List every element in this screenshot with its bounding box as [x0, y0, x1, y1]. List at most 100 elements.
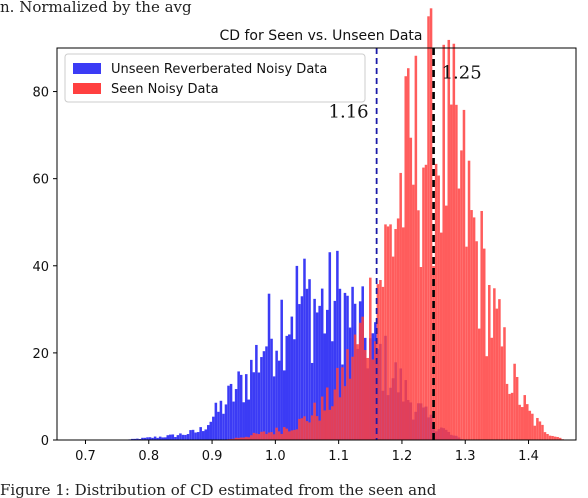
histogram-bar: [470, 210, 473, 440]
histogram-bar: [282, 370, 286, 440]
histogram-bar: [156, 437, 159, 440]
histogram-bar: [166, 435, 170, 440]
x-tick-label: 1.0: [265, 449, 286, 464]
x-tick-label: 0.8: [138, 449, 159, 464]
histogram-bar: [369, 277, 372, 440]
histogram-bar: [196, 432, 200, 440]
histogram-bar: [298, 418, 301, 440]
histogram-bar: [391, 256, 395, 440]
histogram-bar: [153, 436, 157, 440]
histogram-bar: [417, 210, 420, 440]
histogram-bar: [558, 437, 562, 440]
histogram-bar: [293, 429, 296, 440]
histogram-bar: [305, 421, 309, 440]
histogram-bar: [467, 160, 471, 440]
caption-bottom: Figure 1: Distribution of CD estimated f…: [0, 481, 437, 498]
histogram-bar: [300, 418, 304, 440]
histogram-bar: [366, 357, 370, 440]
histogram-bar: [161, 437, 164, 440]
histogram-bar: [556, 437, 559, 440]
histogram-bar: [444, 205, 448, 440]
histogram-bar: [133, 438, 137, 440]
histogram-bar: [257, 372, 261, 440]
histogram-bar: [412, 184, 415, 440]
histogram-bar: [384, 224, 387, 440]
histogram-bar: [229, 438, 233, 440]
histogram-bar: [422, 167, 425, 440]
histogram-bar: [328, 409, 332, 440]
histogram-bar: [343, 292, 347, 440]
histogram-bar: [505, 383, 509, 440]
histogram-bar: [553, 436, 557, 440]
histogram-bar: [374, 341, 377, 440]
histogram-bar: [169, 434, 172, 440]
histogram-bar: [503, 327, 506, 440]
histogram-bar: [204, 429, 208, 440]
histogram-bar: [277, 431, 281, 440]
histogram-bar: [282, 427, 286, 440]
histogram-bar: [250, 435, 253, 440]
histogram-bar: [323, 410, 326, 440]
histogram-bar: [244, 374, 248, 440]
histogram-bar: [482, 248, 486, 440]
histogram-bar: [293, 339, 296, 440]
histogram-bar: [323, 333, 326, 440]
histogram-bar: [300, 296, 304, 440]
histogram-bar: [275, 350, 278, 440]
histogram-bar: [488, 285, 491, 440]
histogram-bar: [531, 413, 534, 440]
histogram-bar: [551, 435, 554, 440]
histogram-bar: [179, 433, 182, 440]
histogram-bar: [171, 434, 175, 440]
histogram-bar: [260, 431, 263, 440]
histogram-bar: [313, 402, 316, 440]
histogram-bar: [515, 376, 519, 440]
plot-area: 1.16 1.25: [123, 8, 567, 441]
histogram-bar: [214, 402, 218, 440]
histogram-bar: [419, 267, 423, 440]
histogram-bar: [538, 421, 542, 440]
histogram-bar: [498, 299, 501, 440]
histogram-bar: [318, 420, 321, 440]
histogram-bar: [207, 425, 210, 440]
histogram-bar: [247, 399, 251, 440]
histogram-bar: [234, 389, 238, 440]
histogram-bar: [151, 437, 154, 440]
histogram-bar: [242, 437, 245, 440]
histogram-bar: [356, 344, 359, 440]
histogram-bar: [250, 359, 253, 440]
histogram-bar: [280, 299, 283, 440]
y-tick-label: 60: [32, 173, 49, 188]
histogram-bar: [495, 308, 499, 440]
histogram-bar: [414, 55, 418, 441]
histogram-bar: [432, 266, 435, 440]
histogram-bar: [381, 286, 385, 440]
histogram-bar: [389, 224, 392, 440]
legend-label-0: Unseen Reverberated Noisy Data: [111, 62, 327, 77]
histogram-bar: [257, 434, 261, 440]
histogram-bar: [239, 374, 243, 440]
histogram-bar: [290, 316, 294, 440]
histogram-bar: [229, 383, 233, 440]
legend-swatch-0: [73, 63, 101, 74]
histogram-bar: [189, 430, 192, 440]
histogram-bar: [336, 250, 339, 440]
histogram-bar: [272, 434, 276, 440]
histogram-bar: [318, 305, 321, 440]
histogram-bar: [136, 438, 139, 440]
histogram-bar: [176, 435, 180, 440]
histogram-bar: [361, 316, 364, 440]
histogram-bar: [244, 436, 248, 440]
histogram-bar: [242, 402, 245, 440]
histogram-bar: [308, 279, 311, 440]
histogram-bar: [450, 104, 453, 440]
histogram-bar: [209, 421, 213, 440]
histogram-bar: [255, 344, 258, 440]
x-tick-label: 1.1: [328, 449, 349, 464]
histogram-bar: [480, 210, 483, 440]
histogram-bar: [186, 434, 190, 440]
histogram-bar: [298, 304, 301, 440]
histogram-bar: [328, 252, 332, 440]
histogram-bar: [376, 284, 380, 440]
histogram-bar: [320, 288, 324, 440]
